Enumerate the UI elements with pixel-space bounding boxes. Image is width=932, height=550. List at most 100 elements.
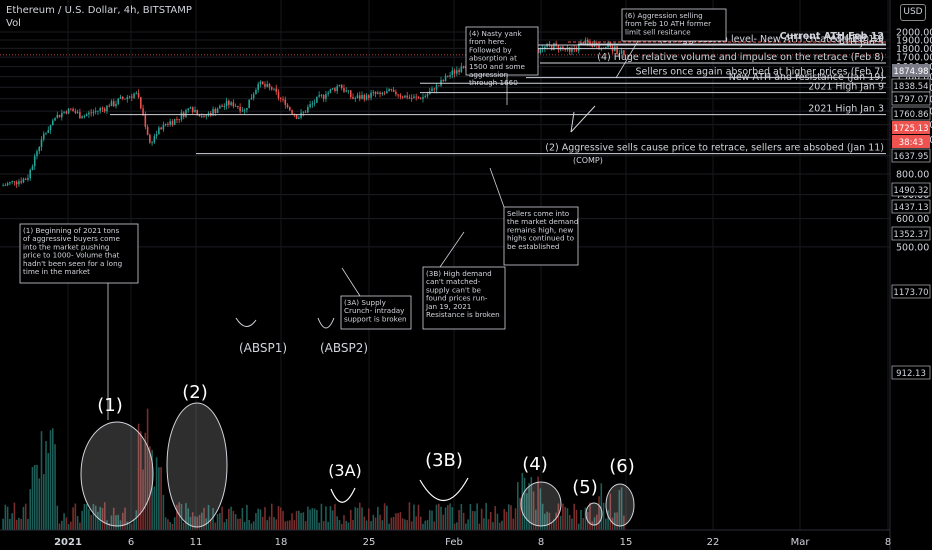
price-label: 1760.86 bbox=[893, 110, 928, 120]
candle-body bbox=[320, 94, 323, 96]
candle-body bbox=[275, 88, 278, 92]
volume-bar bbox=[243, 521, 246, 530]
candle-body bbox=[571, 48, 573, 52]
candle-body bbox=[562, 46, 564, 49]
volume-bar bbox=[471, 510, 474, 530]
candle-body bbox=[38, 147, 41, 152]
currency-button[interactable]: USD bbox=[900, 4, 926, 21]
volume-bar bbox=[167, 519, 169, 530]
volume-bar bbox=[614, 512, 616, 530]
volume-bar bbox=[223, 522, 226, 530]
candle-body bbox=[83, 115, 86, 117]
volume-bar bbox=[453, 523, 456, 530]
volume-bar bbox=[399, 512, 402, 530]
candle-body bbox=[65, 111, 68, 114]
volume-bar bbox=[535, 509, 537, 530]
volume-bar bbox=[124, 507, 126, 530]
volume-bar bbox=[568, 514, 571, 530]
candle-body bbox=[36, 151, 38, 157]
symbol-title: Ethereum / U.S. Dollar, 4h, BITSTAMP bbox=[6, 5, 192, 16]
candle-body bbox=[311, 103, 314, 105]
volume-bar bbox=[465, 523, 467, 530]
y-tick-label: 1700.00 bbox=[896, 53, 932, 64]
candle-body bbox=[349, 90, 352, 98]
candle-body bbox=[180, 112, 183, 120]
candle-body bbox=[586, 39, 589, 43]
volume-bar bbox=[11, 513, 13, 530]
volume-bar bbox=[42, 474, 45, 530]
volume-bar bbox=[449, 503, 451, 530]
candle-body bbox=[291, 110, 293, 114]
candle-body bbox=[268, 84, 271, 88]
volume-bar bbox=[289, 520, 291, 530]
volume-bar bbox=[336, 516, 338, 530]
volume-bar bbox=[415, 516, 417, 530]
price-label: 1490.32 bbox=[893, 186, 928, 196]
volume-bar bbox=[444, 507, 447, 530]
candle-body bbox=[121, 96, 124, 99]
candle-body bbox=[577, 44, 580, 51]
candle-body bbox=[187, 108, 190, 111]
volume-bar bbox=[564, 506, 566, 530]
volume-bar bbox=[131, 523, 133, 530]
candle-body bbox=[221, 105, 223, 107]
candle-body bbox=[388, 88, 390, 92]
time-axis[interactable]: 2021 6 11 18 25 Feb 8 15 22 Mar 8 bbox=[0, 529, 891, 548]
candle-body bbox=[419, 98, 422, 100]
absp2-label: (ABSP2) bbox=[320, 341, 368, 355]
volume-bar bbox=[180, 503, 183, 530]
volume-bar bbox=[577, 523, 580, 530]
volume-bar bbox=[268, 516, 271, 530]
volume-bar bbox=[322, 521, 325, 530]
volume-bar bbox=[207, 504, 210, 530]
candle-body bbox=[374, 91, 377, 94]
candle-body bbox=[304, 111, 307, 113]
candle-body bbox=[11, 181, 13, 183]
volume-bar bbox=[530, 477, 533, 530]
candle-body bbox=[279, 98, 282, 100]
y-tick-label: 600.00 bbox=[896, 214, 929, 225]
annotations: (1) Beginning of 2021 tons of aggressive … bbox=[19, 8, 727, 528]
volume-bar bbox=[142, 469, 144, 530]
candle-body bbox=[424, 96, 427, 98]
candle-body bbox=[67, 108, 70, 114]
price-axis[interactable]: 2000.001900.001800.001700.001600.001500.… bbox=[889, 0, 932, 550]
marker-curve bbox=[330, 487, 356, 503]
volume-bar bbox=[160, 467, 162, 530]
price-label-box bbox=[892, 121, 930, 134]
candle-body bbox=[340, 85, 343, 89]
volume-bar bbox=[516, 482, 519, 530]
candle-body bbox=[117, 98, 120, 104]
candle-body bbox=[72, 108, 74, 112]
volume-bar bbox=[514, 508, 517, 530]
volume-bar bbox=[451, 507, 454, 530]
candle-body bbox=[140, 97, 142, 109]
candle-body bbox=[386, 91, 388, 94]
candle-body bbox=[582, 42, 585, 44]
volume-bar bbox=[182, 522, 185, 530]
volume-bar bbox=[24, 503, 27, 530]
volume-bar bbox=[144, 432, 147, 530]
candle-body bbox=[555, 43, 557, 46]
volume-bar bbox=[29, 489, 32, 530]
volume-bar bbox=[307, 506, 309, 530]
annotation-text: (3B) High demand can't matched-supply can… bbox=[425, 269, 500, 319]
volume-bar bbox=[56, 505, 59, 530]
volume-bar bbox=[140, 431, 142, 530]
volume-bar bbox=[406, 520, 408, 530]
y-tick-label: 1500.00 bbox=[896, 72, 932, 83]
volume-bar bbox=[241, 508, 244, 530]
volume-bar bbox=[45, 441, 47, 530]
candle-body bbox=[623, 50, 625, 55]
volume-bar bbox=[279, 507, 282, 530]
candle-body bbox=[618, 53, 621, 55]
pointer-line bbox=[489, 167, 505, 208]
volume-bar bbox=[313, 508, 316, 530]
volume-bar bbox=[83, 504, 86, 530]
candle-body bbox=[456, 70, 458, 74]
volume-bar bbox=[386, 505, 388, 530]
volume-bar bbox=[194, 516, 196, 530]
candle-body bbox=[119, 96, 122, 99]
volume-bar bbox=[426, 519, 429, 530]
